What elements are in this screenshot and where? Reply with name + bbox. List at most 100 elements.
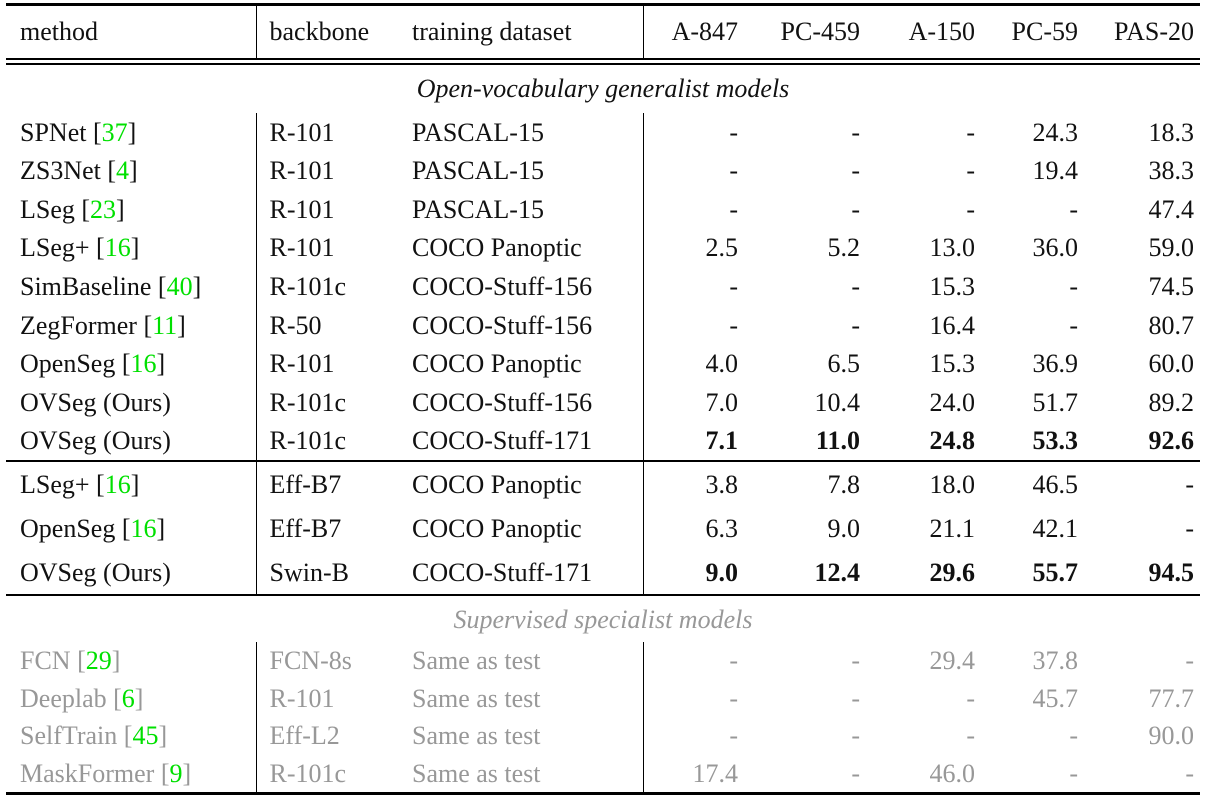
backbone-cell: R-50 bbox=[269, 310, 322, 340]
col-header-method: method bbox=[6, 4, 257, 65]
table-header: method backbone training dataset A-847 PC-45… bbox=[6, 4, 1200, 65]
score-cell-pas-20: - bbox=[1185, 646, 1194, 676]
score-cell-pc-459: - bbox=[851, 272, 860, 302]
training-dataset-cell: Same as test bbox=[401, 754, 644, 794]
table-row: FCN [29] FCN-8s Same as test - - 29.4 37.8 - bbox=[6, 642, 1200, 680]
training-dataset-cell: PASCAL-15 bbox=[401, 113, 644, 152]
score-cell-pc-459: 11.0 bbox=[815, 426, 860, 456]
score-cell-pc-459: - bbox=[851, 194, 860, 224]
score-cell-a-847: - bbox=[729, 156, 738, 186]
score-cell-a-150: 15.3 bbox=[929, 272, 976, 302]
backbone-cell: Swin-B bbox=[269, 557, 349, 587]
training-dataset-cell: Same as test bbox=[401, 642, 644, 680]
method-cell: SPNet [37] bbox=[6, 113, 257, 152]
score-cell-pc-459: 5.2 bbox=[827, 233, 861, 263]
table-body: Open-vocabulary generalist models SPNet [… bbox=[6, 62, 1200, 794]
score-cell-pc-459: 10.4 bbox=[814, 387, 861, 417]
section-title-row: Supervised specialist models bbox=[6, 594, 1200, 643]
score-cell-pas-20: 90.0 bbox=[1148, 721, 1195, 751]
score-cell-a-847: - bbox=[729, 646, 738, 676]
method-cell: ZegFormer [11] bbox=[6, 305, 257, 345]
table-row: Deeplab [6] R-101 Same as test - - - 45.7 77.7 bbox=[6, 679, 1200, 718]
backbone-cell: R-101c bbox=[269, 387, 347, 417]
method-cell: OVSeg (Ours) bbox=[6, 421, 257, 462]
table-row: SPNet [37] R-101 PASCAL-15 - - - 24.3 18.3 bbox=[6, 113, 1200, 152]
method-cell: FCN [29] bbox=[6, 642, 257, 680]
section-title-row: Open-vocabulary generalist models bbox=[6, 62, 1200, 114]
citation-number: 9 bbox=[169, 758, 183, 788]
score-cell-pc-59: - bbox=[1069, 758, 1078, 788]
table-row: SelfTrain [45] Eff-L2 Same as test - - - - 90.0 bbox=[6, 717, 1200, 755]
score-cell-a-847: 6.3 bbox=[705, 513, 739, 543]
score-cell-pas-20: 80.7 bbox=[1148, 310, 1195, 340]
score-cell-a-150: 21.1 bbox=[929, 513, 976, 543]
training-dataset-cell: COCO-Stuff-156 bbox=[401, 267, 644, 306]
citation-number: 4 bbox=[116, 156, 130, 186]
score-cell-a-150: 15.3 bbox=[929, 349, 976, 379]
citation-number: 29 bbox=[85, 646, 112, 676]
table-row: OVSeg (Ours) Swin-B COCO-Stuff-171 9.0 12.4 2… bbox=[6, 550, 1200, 596]
table-row: OpenSeg [16] Eff-B7 COCO Panoptic 6.3 9.0 21.… bbox=[6, 506, 1200, 551]
table-row: OVSeg (Ours) R-101c COCO-Stuff-156 7.0 10.4 2… bbox=[6, 383, 1200, 422]
score-cell-pas-20: 89.2 bbox=[1148, 387, 1195, 417]
score-cell-pas-20: 74.5 bbox=[1148, 272, 1195, 302]
score-cell-pc-59: 55.7 bbox=[1032, 557, 1079, 587]
table-row: LSeg [23] R-101 PASCAL-15 - - - - 47.4 bbox=[6, 190, 1200, 229]
score-cell-a-847: 17.4 bbox=[692, 758, 739, 788]
score-cell-pc-459: 9.0 bbox=[827, 513, 861, 543]
backbone-cell: R-101 bbox=[269, 683, 335, 713]
score-cell-pc-59: 42.1 bbox=[1032, 513, 1079, 543]
method-cell: OpenSeg [16] bbox=[6, 344, 257, 384]
score-cell-a-847: 2.5 bbox=[705, 233, 739, 263]
score-cell-pc-59: 36.0 bbox=[1032, 233, 1079, 263]
table-row: ZegFormer [11] R-50 COCO-Stuff-156 - - 16.4 - 8… bbox=[6, 305, 1200, 345]
backbone-cell: R-101 bbox=[269, 156, 335, 186]
method-cell: OpenSeg [16] bbox=[6, 506, 257, 551]
score-cell-pc-59: 24.3 bbox=[1032, 117, 1079, 147]
score-cell-a-150: 13.0 bbox=[929, 233, 976, 263]
score-cell-a-847: - bbox=[729, 683, 738, 713]
score-cell-a-150: - bbox=[966, 156, 975, 186]
citation-number: 45 bbox=[132, 721, 159, 751]
score-cell-a-150: 29.6 bbox=[929, 557, 976, 587]
score-cell-a-150: - bbox=[966, 721, 975, 751]
score-cell-pc-459: - bbox=[851, 117, 860, 147]
training-dataset-cell: COCO-Stuff-171 bbox=[401, 550, 644, 596]
section-title: Open-vocabulary generalist models bbox=[416, 74, 790, 104]
citation-number: 16 bbox=[130, 513, 157, 543]
score-cell-pc-59: 46.5 bbox=[975, 460, 1078, 507]
method-cell: Deeplab [6] bbox=[6, 679, 257, 718]
score-cell-pc-459: - bbox=[851, 156, 860, 186]
citation-number: 16 bbox=[104, 469, 131, 499]
benchmark-results-figure: method backbone training dataset A-847 PC-45… bbox=[0, 3, 1206, 811]
score-cell-pc-59: 19.4 bbox=[1032, 156, 1079, 186]
score-cell-pc-59: 37.8 bbox=[1032, 646, 1079, 676]
training-dataset-cell: COCO-Stuff-156 bbox=[401, 383, 644, 422]
score-cell-pc-59: - bbox=[1069, 310, 1078, 340]
col-header-backbone: backbone bbox=[256, 4, 401, 65]
table-row: LSeg+ [16] Eff-B7 COCO Panoptic 3.8 7.8 18.0 4… bbox=[6, 460, 1200, 507]
score-cell-a-847: 7.1 bbox=[705, 426, 739, 456]
citation-number: 16 bbox=[104, 233, 131, 263]
method-cell: SelfTrain [45] bbox=[6, 717, 257, 755]
score-cell-pc-459: 12.4 bbox=[814, 557, 861, 587]
score-cell-a-847: - bbox=[729, 310, 738, 340]
score-cell-pas-20: 92.6 bbox=[1148, 426, 1195, 456]
col-header-pas-20: PAS-20 bbox=[1078, 4, 1200, 65]
citation-number: 16 bbox=[130, 349, 157, 379]
col-header-a-150: A-150 bbox=[860, 4, 975, 65]
citation-number: 23 bbox=[90, 194, 117, 224]
training-dataset-cell: COCO-Stuff-171 bbox=[401, 421, 644, 462]
score-cell-pas-20: - bbox=[1185, 758, 1194, 788]
score-cell-pas-20: - bbox=[1078, 460, 1200, 507]
score-cell-pas-20: 47.4 bbox=[1148, 194, 1195, 224]
score-cell-pc-59: 36.9 bbox=[1032, 349, 1079, 379]
col-header-a-847: A-847 bbox=[643, 4, 738, 65]
score-cell-a-150: 29.4 bbox=[929, 646, 976, 676]
score-cell-a-150: - bbox=[966, 117, 975, 147]
col-header-training-dataset: training dataset bbox=[401, 4, 644, 65]
col-header-pc-459: PC-459 bbox=[738, 4, 860, 65]
backbone-cell: R-101 bbox=[269, 194, 335, 224]
score-cell-pas-20: 59.0 bbox=[1148, 233, 1195, 263]
results-table: method backbone training dataset A-847 PC-45… bbox=[6, 3, 1200, 796]
